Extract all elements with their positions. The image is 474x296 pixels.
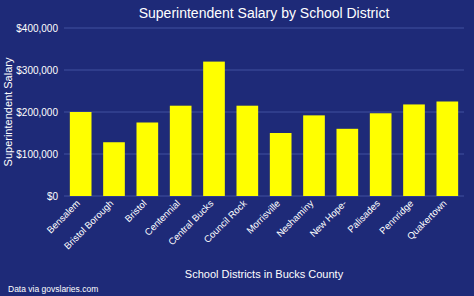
y-tick-label: $200,000: [16, 107, 58, 118]
footnote: Data via govslaries.com: [8, 284, 98, 294]
bar: [203, 62, 225, 196]
bar: [137, 123, 159, 197]
title: Superintendent Salary by School District: [139, 5, 390, 21]
chart: $0$100,000$200,000$300,000$400,000Bensal…: [0, 0, 474, 296]
bar: [303, 115, 325, 196]
background: [0, 0, 474, 296]
y-tick-label: $300,000: [16, 65, 58, 76]
x-tick-label: Bristol: [122, 198, 148, 224]
x-axis-label: School Districts in Bucks County: [185, 268, 344, 280]
y-tick-label: $0: [47, 191, 59, 202]
grid-line: [64, 70, 464, 71]
grid-line: [64, 28, 464, 29]
grid: [64, 28, 464, 196]
bar: [70, 112, 92, 196]
bar: [170, 106, 192, 196]
bars: [70, 62, 458, 196]
bar: [337, 129, 359, 196]
y-tick-label: $100,000: [16, 149, 58, 160]
bar: [437, 102, 459, 197]
x-tick-label: Quakertown: [405, 198, 449, 242]
bar: [103, 142, 125, 196]
bar: [270, 133, 292, 196]
bar: [237, 106, 259, 196]
bar: [403, 104, 425, 196]
y-axis-label: Superintendent Salary: [2, 57, 14, 166]
x-tick-label: New Hope-: [307, 198, 348, 239]
x-tick-label: Council Rock: [201, 197, 249, 245]
bar: [370, 113, 392, 196]
y-tick-label: $400,000: [16, 23, 58, 34]
x-tick-label: Bristol Borough: [62, 198, 116, 252]
